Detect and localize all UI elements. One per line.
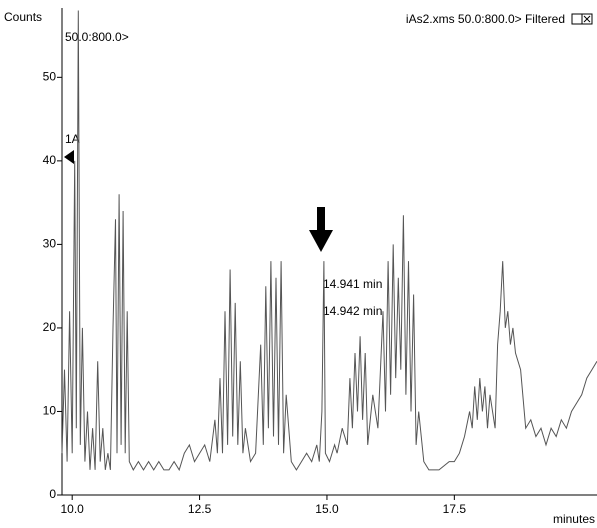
arrow (309, 207, 333, 252)
y-tick-label: 10 (43, 404, 57, 418)
close-cross (583, 15, 591, 23)
time-annotation: 14.941 min (323, 277, 382, 291)
chart-title: iAs2.xms 50.0:800.0> Filtered (406, 12, 565, 26)
x-tick-label: 12.5 (188, 502, 212, 516)
peak-annotation: 1A (65, 132, 80, 146)
close-icon[interactable] (581, 13, 593, 25)
y-tick-label: 20 (43, 320, 57, 334)
trace-label: 50.0:800.0> (65, 30, 129, 44)
y-axis-label: Counts (4, 10, 42, 24)
x-tick-label: 10.0 (61, 502, 85, 516)
x-tick-label: 17.5 (443, 502, 467, 516)
arrow-head (309, 230, 333, 252)
window-icons (571, 13, 593, 25)
y-tick-label: 50 (43, 70, 57, 84)
time-annotation: 14.942 min (323, 304, 382, 318)
arrow-shaft (317, 207, 325, 233)
trace-line (61, 10, 597, 472)
restore-icon[interactable] (571, 13, 583, 25)
x-tick-label: 15.0 (315, 502, 339, 516)
y-tick-label: 0 (49, 487, 56, 501)
marker-triangle (64, 150, 74, 164)
y-tick-label: 30 (43, 237, 57, 251)
y-tick-label: 40 (43, 153, 57, 167)
x-axis-label: minutes (553, 512, 595, 526)
